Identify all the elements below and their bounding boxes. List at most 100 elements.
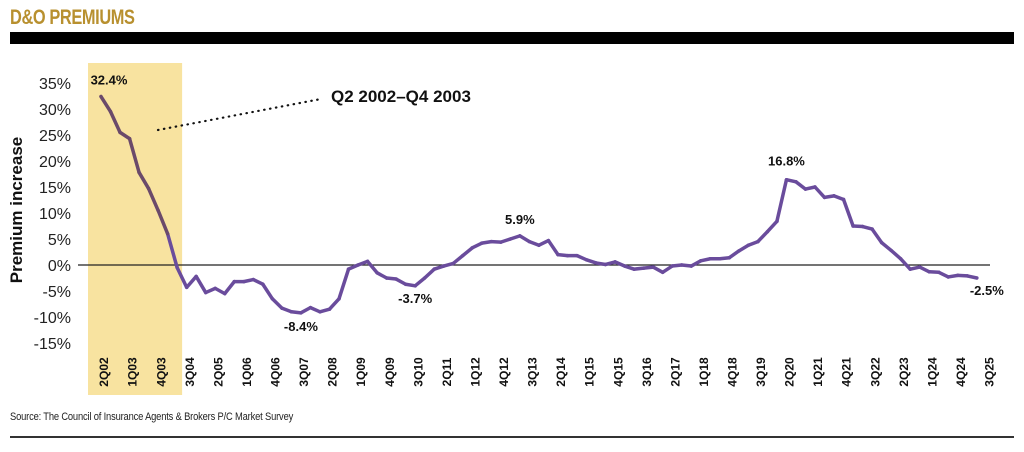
data-point — [204, 290, 208, 295]
line-segment — [270, 297, 284, 310]
data-point — [556, 253, 560, 257]
data-point — [565, 254, 570, 258]
x-tick-label: 4Q03 — [154, 357, 168, 387]
line-segment — [251, 277, 265, 286]
data-point — [870, 227, 874, 231]
data-point — [746, 243, 750, 247]
data-label: 32.4% — [91, 73, 128, 88]
line-segment — [917, 265, 931, 274]
data-point — [213, 286, 217, 290]
line-segment — [175, 265, 189, 290]
data-point — [299, 311, 303, 315]
line-segment — [108, 109, 122, 135]
line-segment — [146, 186, 160, 213]
x-tick-label: 3Q16 — [640, 357, 654, 387]
x-tick-label: 3Q25 — [983, 357, 997, 387]
data-point — [822, 195, 827, 199]
data-point — [461, 254, 465, 258]
line-segment — [337, 267, 351, 301]
line-segment — [537, 238, 551, 247]
x-tick-label: 4Q15 — [611, 357, 625, 387]
data-point — [784, 178, 789, 182]
line-segment — [889, 248, 903, 261]
data-point — [375, 271, 379, 275]
data-point — [451, 261, 455, 266]
data-label: 5.9% — [505, 212, 535, 227]
line-segment — [689, 259, 703, 268]
line-segment — [898, 257, 912, 271]
data-point — [318, 310, 322, 314]
data-point — [594, 261, 598, 265]
x-tick-label: 1Q24 — [925, 357, 939, 387]
x-tick-label: 1Q09 — [354, 357, 368, 387]
data-point — [889, 248, 893, 253]
data-point — [489, 240, 493, 244]
data-point — [603, 262, 608, 267]
y-tick-label: 30% — [39, 102, 71, 119]
y-tick-label: 35% — [39, 76, 71, 93]
x-tick-label: 3Q07 — [297, 357, 311, 387]
line-segment — [413, 276, 427, 288]
data-point — [251, 277, 255, 282]
y-tick-label: 5% — [48, 232, 71, 249]
data-point — [832, 194, 836, 198]
data-point — [127, 137, 132, 141]
data-point — [651, 265, 655, 269]
line-segment — [299, 305, 313, 315]
data-label: -8.4% — [284, 319, 318, 334]
data-point — [946, 275, 950, 279]
data-point — [623, 264, 627, 268]
data-point — [661, 270, 665, 274]
line-segment — [518, 234, 532, 244]
data-point — [699, 259, 703, 263]
data-point — [137, 170, 141, 175]
data-point — [803, 187, 808, 191]
line-segment — [365, 259, 379, 275]
data-point — [527, 240, 532, 244]
line-segment — [461, 246, 475, 258]
line-segment — [546, 238, 560, 257]
line-segment — [375, 271, 389, 280]
line-segment — [394, 277, 408, 286]
data-label: 16.8% — [768, 154, 805, 169]
line-segment — [156, 208, 170, 236]
data-point — [546, 238, 551, 243]
line-segment — [775, 177, 789, 224]
data-point — [632, 267, 636, 271]
x-tick-label: 2Q20 — [783, 357, 797, 387]
data-point — [394, 277, 398, 281]
x-tick-label: 4Q21 — [840, 357, 854, 387]
data-point — [841, 197, 846, 202]
data-point — [765, 230, 770, 234]
data-point — [108, 110, 113, 114]
data-point — [775, 219, 779, 223]
x-tick-label: 1Q15 — [583, 357, 597, 387]
data-point — [346, 267, 351, 271]
x-tick-label: 4Q12 — [497, 357, 511, 387]
annotation-leader — [156, 97, 323, 132]
data-point — [175, 266, 179, 270]
y-tick-label: 25% — [39, 128, 71, 145]
data-point — [223, 292, 227, 296]
x-tick-label: 4Q18 — [725, 357, 739, 387]
x-tick-label: 3Q10 — [411, 357, 425, 387]
data-point — [432, 267, 436, 271]
x-tick-label: 4Q24 — [954, 357, 968, 387]
data-point — [670, 264, 674, 268]
data-point — [908, 267, 912, 271]
data-point — [280, 306, 284, 310]
data-point — [308, 306, 313, 310]
y-tick-label: 20% — [39, 154, 71, 171]
x-tick-label: 1Q21 — [811, 357, 825, 387]
x-tick-label: 3Q22 — [868, 357, 882, 387]
data-point — [861, 224, 865, 229]
data-point — [756, 240, 760, 244]
data-point — [689, 264, 693, 268]
data-point — [365, 259, 370, 263]
y-tick-label: -5% — [43, 284, 71, 301]
data-point — [185, 285, 189, 289]
x-tick-label: 2Q11 — [440, 357, 454, 386]
x-tick-label: 3Q19 — [754, 357, 768, 387]
data-point — [927, 270, 931, 274]
